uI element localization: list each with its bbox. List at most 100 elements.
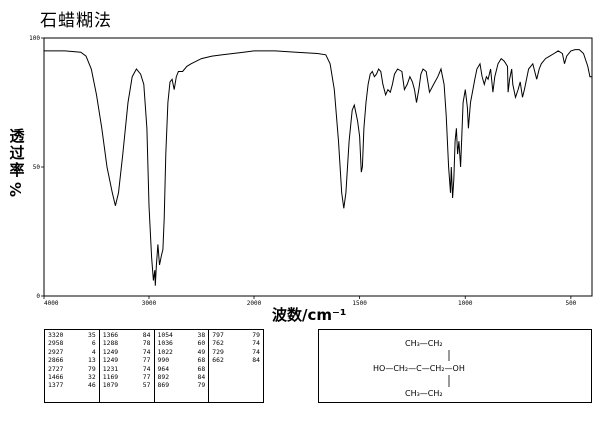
peak-table-row: 1022 49	[158, 348, 206, 356]
x-tick-label: 2000	[247, 300, 262, 307]
y-axis-ticks: 0 50 100	[29, 35, 44, 300]
peak-table-row: 662 84	[212, 356, 260, 364]
peak-wavenumber: 1022	[157, 347, 173, 356]
peak-table-row: 1288 78	[103, 339, 151, 347]
peak-wavenumber: 1079	[102, 381, 119, 390]
peak-transmittance: 74	[252, 339, 260, 348]
peak-transmittance: 78	[142, 339, 151, 348]
y-tick-label: 0	[36, 293, 40, 300]
peak-table-row: 1054 38	[158, 331, 206, 339]
peak-wavenumber: 892	[157, 373, 170, 382]
peak-table-row: 990 68	[158, 356, 206, 364]
structure-main-chain: HO—CH₂—C—CH₂—OH	[373, 364, 465, 373]
peak-table-row: 1366 84	[103, 331, 151, 339]
peak-transmittance: 60	[197, 339, 206, 348]
peak-wavenumber: 964	[157, 364, 170, 373]
peak-table-column: 797 79 762 74 729 74 662 84	[209, 330, 263, 402]
peak-transmittance: 79	[197, 381, 206, 390]
y-axis-label-char-1: 透	[9, 127, 25, 145]
peak-wavenumber: 2958	[48, 339, 64, 348]
peak-transmittance: 46	[88, 381, 96, 390]
peak-wavenumber: 1036	[157, 339, 173, 348]
peak-transmittance: 84	[142, 331, 151, 339]
peak-transmittance: 84	[197, 373, 206, 382]
peak-transmittance: 35	[88, 331, 96, 339]
peak-wavenumber: 990	[157, 356, 170, 365]
peak-table-row: 762 74	[212, 339, 260, 347]
x-axis-label: 波数/cm⁻¹	[272, 306, 347, 324]
peak-table-row: 869 79	[158, 381, 206, 389]
peak-table-column: 1366 84 1288 78 1249 74 1249 77 1231 74 1169 77 1079…	[100, 330, 155, 402]
peak-transmittance: 74	[142, 364, 151, 373]
peak-wavenumber: 1377	[48, 381, 64, 390]
y-axis-label-char-3: 率	[9, 161, 25, 179]
peak-transmittance: 74	[252, 347, 260, 356]
peak-wavenumber: 869	[157, 381, 170, 390]
peak-wavenumber: 1249	[102, 356, 119, 365]
peak-table-row: 1249 77	[103, 356, 151, 364]
x-tick-label: 1000	[458, 300, 473, 307]
peak-transmittance: 77	[142, 373, 151, 382]
peak-transmittance: 49	[197, 347, 206, 356]
peak-wavenumber: 1366	[102, 331, 119, 339]
peak-wavenumber: 1249	[102, 347, 119, 356]
peak-wavenumber: 1169	[102, 373, 119, 382]
peak-wavenumber: 1054	[157, 331, 173, 339]
peak-table-row: 1377 46	[48, 381, 96, 389]
peak-wavenumber: 1288	[102, 339, 119, 348]
peak-table-column: 1054 38 1036 60 1022 49 990 68 964 68 892 84 869 79	[155, 330, 210, 402]
peak-wavenumber: 762	[212, 339, 224, 348]
y-tick-label: 50	[33, 164, 41, 171]
peak-transmittance: 38	[197, 331, 206, 339]
peak-transmittance: 4	[91, 347, 96, 356]
spectrum-series-line	[44, 49, 592, 286]
peak-wavenumber: 797	[212, 331, 224, 339]
peak-wavenumber: 2866	[48, 356, 64, 365]
structure-top-group: CH₃—CH₂	[405, 339, 443, 348]
y-tick-label: 100	[29, 35, 40, 42]
x-tick-label: 4000	[44, 300, 59, 307]
peak-table-row: 1079 57	[103, 381, 151, 389]
y-axis-label-char-2: 过	[9, 144, 25, 162]
peak-wavenumber: 3320	[48, 331, 64, 339]
peak-table-row: 1036 60	[158, 339, 206, 347]
peak-transmittance: 68	[197, 364, 206, 373]
peak-transmittance: 68	[197, 356, 206, 365]
x-tick-label: 3000	[142, 300, 157, 307]
peak-transmittance: 57	[142, 381, 151, 390]
x-tick-label: 500	[565, 300, 576, 307]
peak-wavenumber: 2727	[48, 364, 64, 373]
peak-table-row: 3320 35	[48, 331, 96, 339]
peak-table-row: 2958 6	[48, 339, 96, 347]
peak-table-row: 892 84	[158, 373, 206, 381]
peak-wavenumber: 1466	[48, 373, 64, 382]
peak-table-row: 729 74	[212, 348, 260, 356]
peak-transmittance: 6	[91, 339, 96, 348]
peak-transmittance: 84	[252, 356, 260, 365]
peak-wavenumber: 662	[212, 356, 224, 365]
peak-wavenumber: 2927	[48, 347, 64, 356]
peak-table-row: 1231 74	[103, 365, 151, 373]
peak-transmittance: 13	[88, 356, 96, 365]
x-axis-ticks: 4000 3000 2000 1500 1000 500	[43, 296, 577, 307]
chemical-structure: CH₃—CH₂ HO—CH₂—C—CH₂—OH CH₃—CH₂	[318, 329, 592, 403]
peak-table-row: 2927 4	[48, 348, 96, 356]
y-axis-label: 透 过 率 %	[6, 128, 28, 198]
peak-table-row: 1249 74	[103, 348, 151, 356]
peak-wavenumber: 729	[212, 347, 224, 356]
chart-title: 石蜡糊法	[40, 11, 112, 31]
peak-wavenumber: 1231	[102, 364, 119, 373]
peak-table: 3320 35 2958 6 2927 4 2866 13 2727 79 1466 32 1377 46…	[44, 329, 264, 403]
peak-table-row: 1466 32	[48, 373, 96, 381]
peak-table-row: 797 79	[212, 331, 260, 339]
peak-table-row: 964 68	[158, 365, 206, 373]
peak-table-row: 2866 13	[48, 356, 96, 364]
peak-transmittance: 77	[142, 356, 151, 365]
structure-bottom-group: CH₃—CH₂	[405, 389, 443, 398]
peak-transmittance: 74	[142, 347, 151, 356]
peak-transmittance: 79	[88, 364, 96, 373]
peak-table-row: 2727 79	[48, 365, 96, 373]
peak-table-row: 1169 77	[103, 373, 151, 381]
ir-spectrum-chart: 4000 3000 2000 1500 1000 500 0 50 100	[29, 35, 593, 307]
peak-transmittance: 79	[252, 331, 260, 339]
